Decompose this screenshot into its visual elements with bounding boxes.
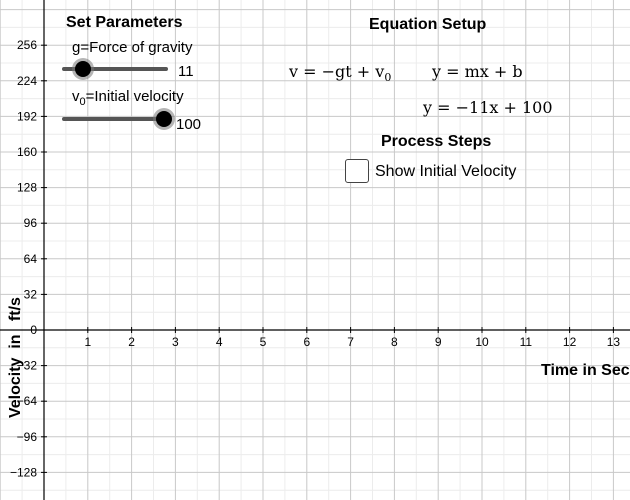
physics-equation: v = −gt + v0	[289, 62, 391, 84]
velocity-label-sub: 0	[79, 96, 86, 108]
physics-equation-sub: 0	[384, 71, 392, 85]
y-tick-label: 32	[24, 287, 38, 301]
velocity-slider-value: 100	[176, 116, 202, 133]
x-tick-label: 9	[435, 335, 442, 349]
x-tick-label: 4	[216, 335, 223, 349]
y-tick-label: −96	[17, 430, 38, 444]
x-tick-label: 6	[303, 335, 310, 349]
y-tick-label: 256	[17, 38, 37, 52]
equation-setup-title: Equation Setup	[369, 16, 487, 33]
x-tick-label: 7	[347, 335, 354, 349]
x-tick-label: 5	[260, 335, 267, 349]
y-tick-label: 192	[17, 109, 37, 123]
y-tick-label: −64	[17, 394, 38, 408]
specific-linear-equation: y = −11x + 100	[423, 98, 553, 117]
gravity-slider-handle[interactable]	[75, 61, 91, 77]
y-tick-label: 64	[24, 252, 38, 266]
x-tick-labels: 1 2 3 4 5 6 7 8 9 10 11 12 13	[84, 335, 620, 349]
y-axis-label: Velocity in ft/s	[7, 297, 24, 418]
x-tick-label: 12	[563, 335, 577, 349]
y-tick-label: 224	[17, 74, 37, 88]
show-initial-velocity-checkbox[interactable]	[345, 159, 369, 183]
x-tick-label: 2	[128, 335, 135, 349]
velocity-label-rest: =Initial velocity	[85, 88, 184, 105]
x-axis-label: Time in Seco	[541, 362, 630, 379]
gravity-slider-value: 11	[178, 63, 194, 80]
show-initial-velocity-label[interactable]: Show Initial Velocity	[375, 163, 517, 180]
y-tick-label: 128	[17, 181, 37, 195]
velocity-label-main: v	[72, 88, 80, 105]
velocity-slider-track[interactable]	[62, 117, 168, 121]
y-tick-label: 160	[17, 145, 37, 159]
velocity-slider-label: v0=Initial velocity	[72, 88, 184, 108]
x-tick-label: 10	[475, 335, 489, 349]
x-tick-label: 11	[520, 335, 533, 349]
x-tick-label: 13	[607, 335, 621, 349]
physics-equation-main: v = −gt + v	[289, 62, 385, 81]
general-linear-equation: y = mx + b	[432, 62, 523, 81]
y-tick-label: 96	[24, 216, 38, 230]
x-tick-label: 1	[84, 335, 91, 349]
y-tick-label: −32	[17, 359, 38, 373]
set-parameters-title: Set Parameters	[66, 14, 183, 31]
process-steps-title: Process Steps	[381, 133, 492, 150]
gravity-slider-label: g=Force of gravity	[72, 39, 193, 56]
x-tick-label: 3	[172, 335, 179, 349]
velocity-slider-handle[interactable]	[156, 111, 172, 127]
gravity-slider-track[interactable]	[62, 67, 168, 71]
x-tick-label: 8	[391, 335, 398, 349]
y-tick-labels: 256 224 192 160 128 96 64 32 0 −32 −64 −96 −128	[10, 38, 37, 479]
y-tick-label: 0	[30, 323, 37, 337]
y-tick-label: −128	[10, 465, 37, 479]
